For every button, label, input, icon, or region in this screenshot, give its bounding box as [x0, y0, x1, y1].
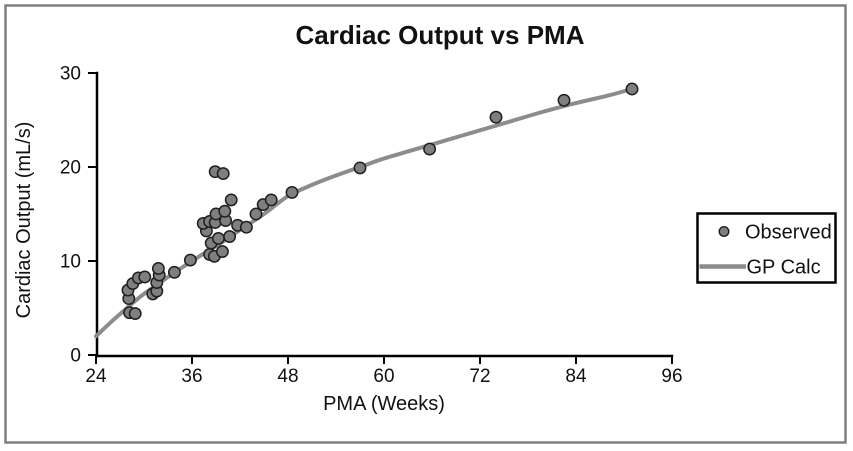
data-point — [211, 231, 225, 245]
y-tick-label: 30 — [60, 64, 81, 85]
observed-points — [121, 82, 639, 321]
legend: Observed GP Calc — [696, 212, 837, 284]
y-tick-label: 10 — [60, 252, 81, 273]
data-point — [224, 193, 238, 207]
data-point — [423, 142, 437, 156]
data-point — [489, 110, 503, 124]
legend-observed-label: Observed — [745, 222, 832, 244]
legend-box — [696, 212, 837, 284]
x-tick-label: 84 — [565, 366, 587, 387]
data-point — [138, 270, 152, 284]
outer-frame — [4, 4, 847, 444]
legend-observed-marker-icon — [718, 225, 730, 237]
y-axis-label: Cardiac Output (mL/s) — [13, 122, 35, 319]
y-tick-label: 20 — [60, 158, 81, 179]
data-point — [239, 220, 253, 234]
y-tick-label: 0 — [70, 346, 81, 367]
data-point — [167, 265, 181, 279]
axes: 24 36 48 60 72 84 96 0 10 20 30 — [60, 64, 683, 387]
x-tick-label: 36 — [181, 366, 202, 387]
data-point — [285, 185, 299, 199]
x-tick-label: 96 — [661, 366, 682, 387]
data-point — [216, 167, 230, 181]
chart-title: Cardiac Output vs PMA — [296, 20, 585, 50]
data-point — [249, 207, 263, 221]
data-point — [353, 161, 367, 175]
data-point — [128, 307, 142, 321]
x-tick-label: 24 — [85, 366, 107, 387]
data-point — [264, 193, 278, 207]
x-axis-label: PMA (Weeks) — [323, 393, 445, 415]
x-tick-label: 60 — [373, 366, 394, 387]
data-point — [625, 82, 639, 96]
gp-calc-curve — [94, 87, 634, 339]
data-point — [183, 253, 197, 267]
data-point — [557, 93, 571, 107]
x-tick-label: 72 — [469, 366, 490, 387]
data-point — [223, 230, 237, 244]
data-point — [215, 245, 229, 259]
data-point — [151, 262, 165, 275]
x-tick-label: 48 — [277, 366, 298, 387]
legend-gpcalc-label: GP Calc — [747, 257, 821, 279]
data-point — [218, 204, 232, 218]
